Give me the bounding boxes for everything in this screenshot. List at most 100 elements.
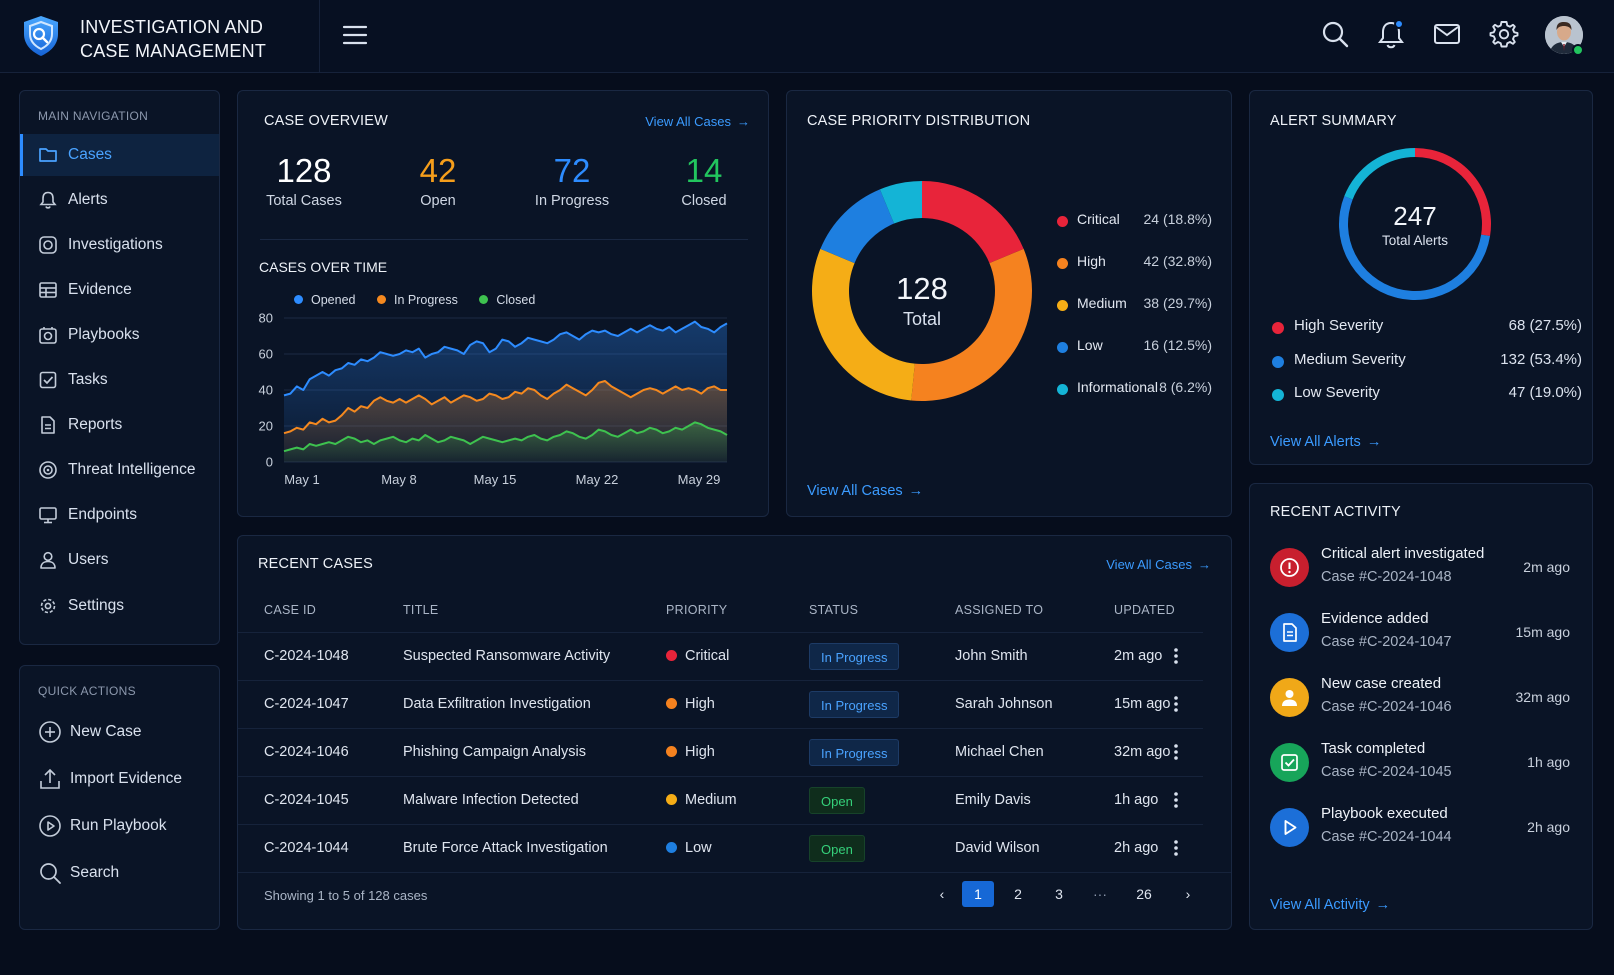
view-all-cases-link[interactable]: View All Cases → bbox=[1106, 557, 1211, 572]
view-all-cases-label: View All Cases bbox=[807, 483, 903, 499]
priority-cell: Medium bbox=[666, 792, 737, 808]
activity-case: Case #C-2024-1047 bbox=[1321, 634, 1452, 650]
updated-time: 2h ago bbox=[1114, 840, 1159, 856]
case-title: Brute Force Attack Investigation bbox=[403, 840, 608, 856]
sidebar-item-evidence[interactable]: Evidence bbox=[20, 269, 219, 311]
activity-item[interactable]: Playbook executed Case #C-2024-1044 2h a… bbox=[1270, 805, 1570, 855]
activity-time: 1h ago bbox=[1527, 754, 1570, 770]
page-26-button[interactable]: 26 bbox=[1136, 886, 1152, 902]
sidebar-item-threat-intelligence[interactable]: Threat Intelligence bbox=[20, 449, 219, 491]
sidebar-item-label: Evidence bbox=[68, 281, 132, 298]
more-options-icon[interactable] bbox=[1173, 646, 1179, 666]
table-row[interactable]: C-2024-1044 Brute Force Attack Investiga… bbox=[238, 824, 1203, 871]
more-options-icon[interactable] bbox=[1173, 694, 1179, 714]
table-row[interactable]: C-2024-1046 Phishing Campaign Analysis H… bbox=[238, 728, 1203, 775]
stat-label: In Progress bbox=[534, 193, 610, 209]
legend-low: Low 16 (12.5%) bbox=[1057, 337, 1212, 357]
column-header-case-id[interactable]: CASE ID bbox=[264, 603, 317, 617]
view-all-activity-link[interactable]: View All Activity → bbox=[1270, 897, 1390, 913]
import-evidence-button[interactable]: Import Evidence bbox=[20, 758, 219, 800]
column-header-assigned-to[interactable]: ASSIGNED TO bbox=[955, 603, 1044, 617]
activity-icon-badge bbox=[1270, 808, 1309, 847]
sidebar-item-reports[interactable]: Reports bbox=[20, 404, 219, 446]
donut-center: 128 Total bbox=[807, 271, 1037, 330]
pagination-ellipsis: ··· bbox=[1093, 886, 1107, 902]
sidebar-item-investigations[interactable]: Investigations bbox=[20, 224, 219, 266]
folder-icon bbox=[39, 148, 57, 162]
activity-time: 2h ago bbox=[1527, 819, 1570, 835]
page-1-button[interactable]: 1 bbox=[962, 881, 994, 907]
activity-item[interactable]: New case created Case #C-2024-1046 32m a… bbox=[1270, 675, 1570, 725]
activity-title: Task completed bbox=[1321, 740, 1426, 757]
menu-icon[interactable] bbox=[342, 22, 368, 48]
cases-over-time-chart: 0 20 40 60 80 May 1 May 8 May 15 May 22 May 29 bbox=[259, 311, 728, 487]
play-circle-icon bbox=[39, 815, 61, 837]
sidebar-item-playbooks[interactable]: Playbooks bbox=[20, 314, 219, 356]
case-priority-title: CASE PRIORITY DISTRIBUTION bbox=[807, 113, 1031, 129]
sidebar-item-settings[interactable]: Settings bbox=[20, 585, 219, 627]
activity-item[interactable]: Evidence added Case #C-2024-1047 15m ago bbox=[1270, 610, 1570, 660]
donut-total-label: Total bbox=[902, 309, 942, 329]
task-check-icon bbox=[1281, 754, 1298, 771]
more-options-icon[interactable] bbox=[1173, 790, 1179, 810]
pagination-info: Showing 1 to 5 of 128 cases bbox=[264, 888, 428, 903]
assigned-to: Michael Chen bbox=[955, 744, 1044, 760]
table-row[interactable]: C-2024-1048 Suspected Ransomware Activit… bbox=[238, 632, 1203, 679]
more-options-icon[interactable] bbox=[1173, 838, 1179, 858]
checkbox-icon bbox=[39, 371, 57, 389]
prev-page-button[interactable]: ‹ bbox=[939, 886, 945, 902]
sidebar-item-tasks[interactable]: Tasks bbox=[20, 359, 219, 401]
sidebar-item-users[interactable]: Users bbox=[20, 539, 219, 581]
page-2-button[interactable]: 2 bbox=[1014, 886, 1022, 902]
column-header-updated[interactable]: UPDATED bbox=[1114, 603, 1175, 617]
activity-icon-badge bbox=[1270, 678, 1309, 717]
column-header-status[interactable]: STATUS bbox=[809, 603, 859, 617]
legend-medium-severity: Medium Severity 132 (53.4%) bbox=[1272, 351, 1582, 373]
column-header-priority[interactable]: PRIORITY bbox=[666, 603, 728, 617]
mail-icon[interactable] bbox=[1432, 19, 1462, 49]
quick-actions-label: QUICK ACTIONS bbox=[38, 684, 136, 698]
stat-closed: 14 Closed bbox=[644, 151, 764, 209]
donut-total-value: 128 bbox=[896, 271, 948, 306]
table-row[interactable]: C-2024-1047 Data Exfiltration Investigat… bbox=[238, 680, 1203, 727]
recent-activity-title: RECENT ACTIVITY bbox=[1270, 504, 1401, 520]
next-page-button[interactable]: › bbox=[1185, 886, 1191, 902]
activity-item[interactable]: Critical alert investigated Case #C-2024… bbox=[1270, 545, 1570, 595]
avatar-image bbox=[1545, 16, 1583, 54]
activity-item[interactable]: Task completed Case #C-2024-1045 1h ago bbox=[1270, 740, 1570, 790]
activity-case: Case #C-2024-1044 bbox=[1321, 829, 1452, 845]
view-all-alerts-label: View All Alerts bbox=[1270, 434, 1361, 450]
sidebar-item-label: Tasks bbox=[68, 371, 108, 388]
view-all-alerts-link[interactable]: View All Alerts → bbox=[1270, 434, 1381, 450]
search-icon[interactable] bbox=[1320, 19, 1350, 49]
case-id: C-2024-1046 bbox=[264, 744, 349, 760]
column-header-title[interactable]: TITLE bbox=[403, 603, 439, 617]
page-3-button[interactable]: 3 bbox=[1055, 886, 1063, 902]
x-tick-label: May 29 bbox=[678, 472, 721, 487]
run-playbook-button[interactable]: Run Playbook bbox=[20, 805, 219, 847]
view-all-cases-link[interactable]: View All Cases → bbox=[645, 114, 750, 129]
import-evidence-label: Import Evidence bbox=[70, 770, 182, 787]
slice-critical bbox=[922, 181, 1024, 264]
sidebar-item-endpoints[interactable]: Endpoints bbox=[20, 494, 219, 536]
search-button[interactable]: Search bbox=[20, 852, 219, 894]
alert-total-value: 247 bbox=[1393, 201, 1437, 231]
sidebar-item-alerts[interactable]: Alerts bbox=[20, 179, 219, 221]
gear-icon[interactable] bbox=[1489, 19, 1519, 49]
app-title-line2: CASE MANAGEMENT bbox=[80, 41, 267, 61]
priority-cell: High bbox=[666, 696, 715, 712]
stat-open: 42 Open bbox=[378, 151, 498, 209]
new-case-button[interactable]: New Case bbox=[20, 711, 219, 753]
activity-title: Playbook executed bbox=[1321, 805, 1448, 822]
divider bbox=[238, 872, 1231, 873]
quick-actions-panel: QUICK ACTIONS New Case Import Evidence R… bbox=[19, 665, 220, 930]
table-row[interactable]: C-2024-1045 Malware Infection Detected M… bbox=[238, 776, 1203, 823]
online-status-dot bbox=[1572, 44, 1584, 56]
view-all-cases-link[interactable]: View All Cases → bbox=[807, 483, 923, 499]
more-options-icon[interactable] bbox=[1173, 742, 1179, 762]
play-icon bbox=[1284, 820, 1297, 835]
sidebar-item-cases[interactable]: Cases bbox=[20, 134, 219, 176]
arrow-right-icon: → bbox=[1366, 434, 1382, 450]
updated-time: 2m ago bbox=[1114, 648, 1163, 664]
activity-icon-badge bbox=[1270, 743, 1309, 782]
